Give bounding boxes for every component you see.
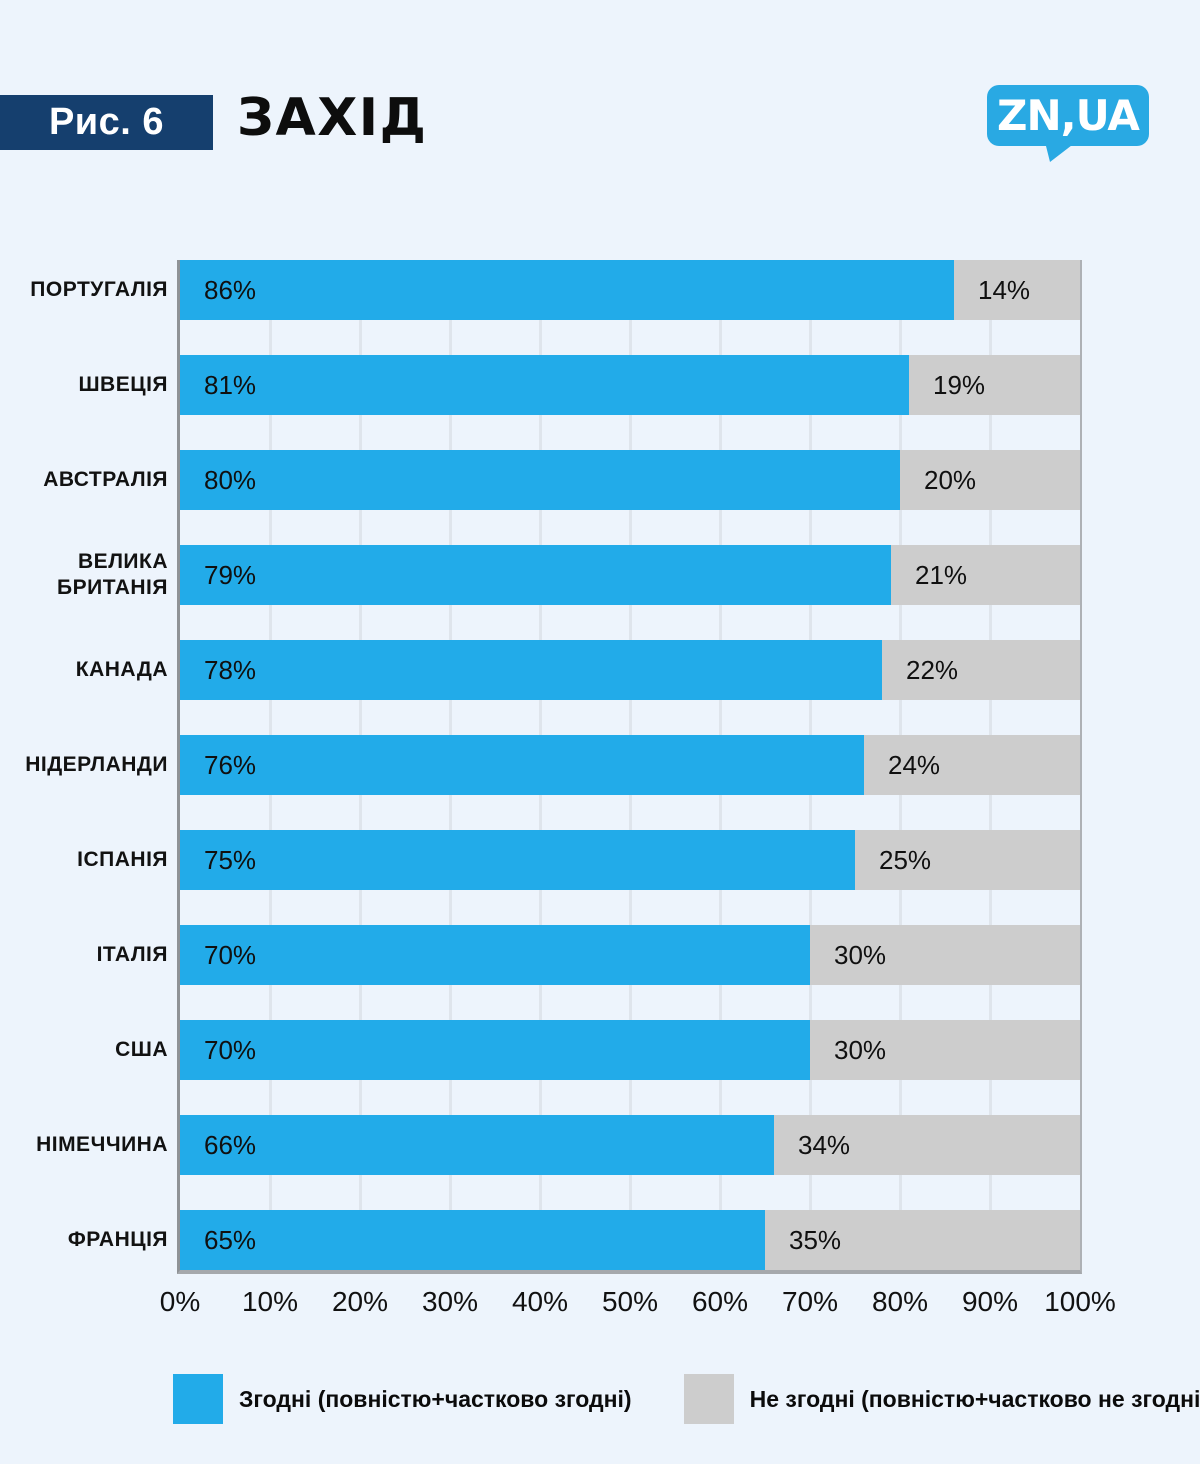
x-tick-label: 90% bbox=[961, 1286, 1019, 1317]
legend: Згодні (повністю+частково згодні) Не згод… bbox=[173, 1374, 1200, 1424]
agree-segment: 80% bbox=[180, 450, 900, 510]
agree-segment: 65% bbox=[180, 1210, 765, 1270]
value-label: 19% bbox=[933, 369, 986, 400]
x-tick-label: 50% bbox=[601, 1286, 659, 1317]
agree-segment: 79% bbox=[180, 545, 891, 605]
bar-row: 65% 35% bbox=[180, 1210, 1080, 1270]
figure-number-badge: Рис. 6 bbox=[0, 95, 213, 150]
value-label: 80% bbox=[204, 464, 257, 495]
chart-area: ПОРТУГАЛІЯ 86% 14% ШВЕЦІЯ 81% 19% АВСТРАЛІЯ 80%… bbox=[0, 260, 1082, 1274]
x-tick-label: 40% bbox=[511, 1286, 569, 1317]
bar-row: 76% 24% bbox=[180, 735, 1080, 795]
page-title: ЗАХІД bbox=[237, 88, 428, 148]
disagree-segment: 24% bbox=[864, 735, 1080, 795]
category-label: НІДЕРЛАНДИ bbox=[25, 752, 168, 776]
x-tick-label: 70% bbox=[781, 1286, 839, 1317]
bar-row: 80% 20% bbox=[180, 450, 1080, 510]
value-label: 70% bbox=[204, 1034, 257, 1065]
bar-row: 70% 30% bbox=[180, 1020, 1080, 1080]
value-label: 24% bbox=[888, 749, 941, 780]
agree-segment: 81% bbox=[180, 355, 909, 415]
value-label: 35% bbox=[789, 1224, 842, 1255]
x-axis: 0% 10% 20% 30% 40% 50% 60% 70% 80% 90% 100% bbox=[160, 1286, 1116, 1328]
disagree-segment: 14% bbox=[954, 260, 1080, 320]
category-label: ІСПАНІЯ bbox=[77, 847, 168, 871]
disagree-segment: 30% bbox=[810, 925, 1080, 985]
category-label: ФРАНЦІЯ bbox=[67, 1227, 168, 1251]
legend-label: Не згодні (повністю+частково не згодні) bbox=[749, 1385, 1200, 1412]
disagree-segment: 19% bbox=[909, 355, 1080, 415]
x-tick-label: 100% bbox=[1044, 1286, 1116, 1317]
value-label: 65% bbox=[204, 1224, 257, 1255]
bar-row: 70% 30% bbox=[180, 925, 1080, 985]
value-label: 75% bbox=[204, 844, 257, 875]
value-label: 70% bbox=[204, 939, 257, 970]
value-label: 81% bbox=[204, 369, 257, 400]
x-tick-label: 10% bbox=[241, 1286, 299, 1317]
value-label: 78% bbox=[204, 654, 257, 685]
disagree-segment: 30% bbox=[810, 1020, 1080, 1080]
category-label: США bbox=[115, 1037, 168, 1061]
value-label: 79% bbox=[204, 559, 257, 590]
agree-segment: 76% bbox=[180, 735, 864, 795]
value-label: 30% bbox=[834, 939, 887, 970]
x-tick-label: 0% bbox=[159, 1286, 201, 1317]
category-label: КАНАДА bbox=[75, 657, 168, 681]
value-label: 20% bbox=[924, 464, 977, 495]
x-tick-label: 20% bbox=[331, 1286, 389, 1317]
disagree-segment: 21% bbox=[891, 545, 1080, 605]
disagree-segment: 35% bbox=[765, 1210, 1080, 1270]
znua-logo-text: ZN,UA bbox=[997, 91, 1140, 140]
znua-logo: ZN,UA bbox=[987, 85, 1149, 162]
legend-label: Згодні (повністю+частково згодні) bbox=[239, 1385, 632, 1412]
category-label: АВСТРАЛІЯ bbox=[43, 467, 168, 491]
bar-row: 79% 21% bbox=[180, 545, 1080, 605]
value-label: 76% bbox=[204, 749, 257, 780]
bar-row: 66% 34% bbox=[180, 1115, 1080, 1175]
value-label: 86% bbox=[204, 274, 257, 305]
category-label: ПОРТУГАЛІЯ bbox=[30, 277, 168, 301]
value-label: 30% bbox=[834, 1034, 887, 1065]
bar-row: 75% 25% bbox=[180, 830, 1080, 890]
legend-item-disagree: Не згодні (повністю+частково не згодні) bbox=[683, 1374, 1200, 1424]
category-label: НІМЕЧЧИНА bbox=[36, 1132, 168, 1156]
category-label: ІТАЛІЯ bbox=[96, 942, 168, 966]
x-tick-label: 80% bbox=[871, 1286, 929, 1317]
value-label: 22% bbox=[906, 654, 959, 685]
x-tick-label: 30% bbox=[421, 1286, 479, 1317]
bar-row: 86% 14% bbox=[180, 260, 1080, 320]
agree-segment: 75% bbox=[180, 830, 855, 890]
category-label: ВЕЛИКА БРИТАНІЯ bbox=[57, 549, 168, 599]
header: Рис. 6 ЗАХІД ZN,UA bbox=[0, 0, 1200, 230]
disagree-segment: 34% bbox=[774, 1115, 1080, 1175]
disagree-segment: 25% bbox=[855, 830, 1080, 890]
value-label: 66% bbox=[204, 1129, 257, 1160]
category-label: ШВЕЦІЯ bbox=[78, 372, 168, 396]
agree-segment: 70% bbox=[180, 925, 810, 985]
legend-item-agree: Згодні (повністю+частково згодні) bbox=[173, 1374, 632, 1424]
value-label: 34% bbox=[798, 1129, 851, 1160]
disagree-segment: 20% bbox=[900, 450, 1080, 510]
x-tick-label: 60% bbox=[691, 1286, 749, 1317]
agree-segment: 78% bbox=[180, 640, 882, 700]
agree-segment: 66% bbox=[180, 1115, 774, 1175]
value-label: 21% bbox=[915, 559, 968, 590]
value-label: 25% bbox=[879, 844, 932, 875]
bar-row: 78% 22% bbox=[180, 640, 1080, 700]
agree-segment: 86% bbox=[180, 260, 954, 320]
legend-swatch bbox=[683, 1374, 734, 1424]
value-label: 14% bbox=[978, 274, 1031, 305]
stacked-bar-chart: ПОРТУГАЛІЯ 86% 14% ШВЕЦІЯ 81% 19% АВСТРАЛІЯ 80%… bbox=[0, 260, 1200, 1424]
legend-swatch bbox=[173, 1374, 223, 1424]
bar-row: 81% 19% bbox=[180, 355, 1080, 415]
figure-number-label: Рис. 6 bbox=[48, 101, 165, 143]
agree-segment: 70% bbox=[180, 1020, 810, 1080]
disagree-segment: 22% bbox=[882, 640, 1080, 700]
